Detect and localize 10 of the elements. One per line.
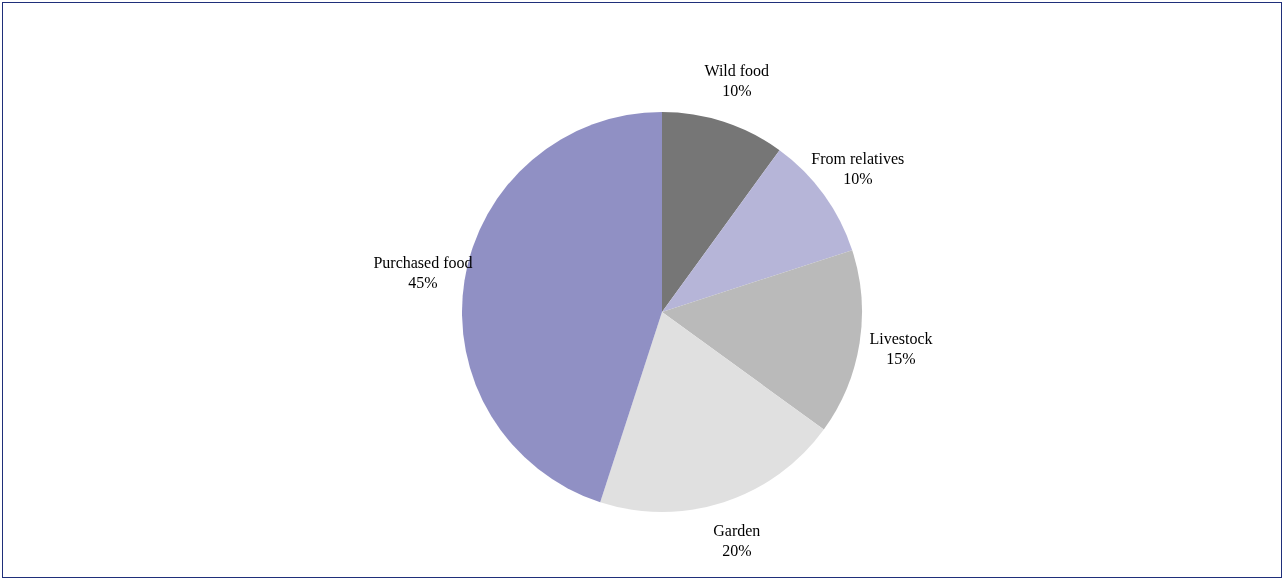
data-label: 10% bbox=[843, 169, 873, 187]
data-label: 10% bbox=[722, 82, 752, 100]
slice-label: Wild food bbox=[704, 62, 770, 80]
data-label: 20% bbox=[722, 542, 752, 560]
slice-label: Garden bbox=[713, 522, 761, 540]
data-label: 15% bbox=[886, 350, 916, 368]
slice-label: From relatives bbox=[811, 149, 905, 167]
slice-label: Purchased food bbox=[373, 254, 473, 272]
data-label: 45% bbox=[408, 274, 438, 292]
slice-label: Livestock bbox=[869, 330, 933, 348]
